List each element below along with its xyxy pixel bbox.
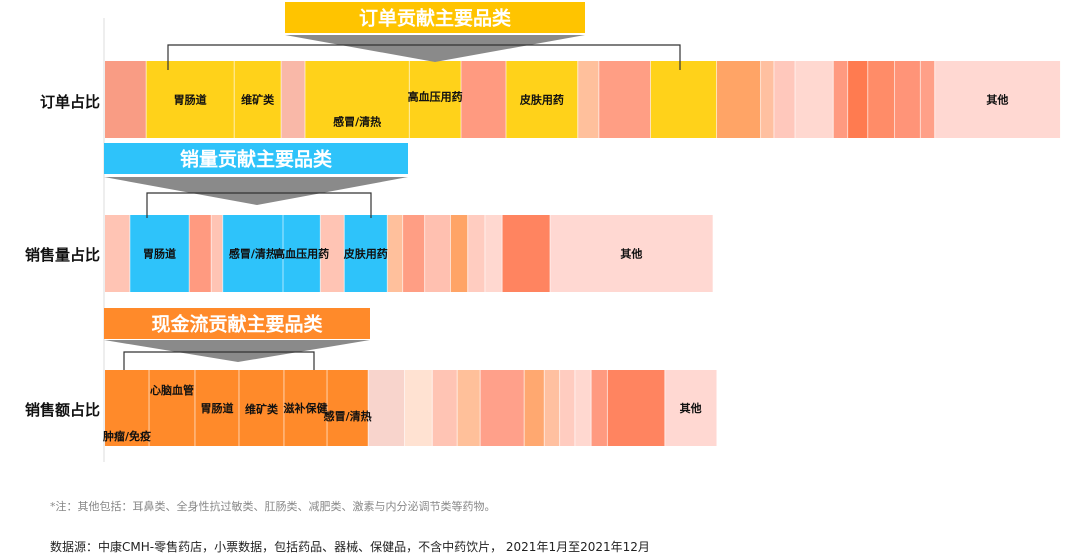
bar-segment [598, 61, 651, 138]
bar-segment [283, 215, 321, 292]
bar-segment [607, 370, 665, 446]
callout-title: 现金流贡献主要品类 [151, 313, 322, 336]
bar-segment [105, 370, 150, 446]
bar-segment [432, 370, 458, 446]
segment-label: 维矿类 [241, 93, 275, 107]
segment-label: 胃肠道 [143, 247, 176, 261]
bar-segment [559, 370, 575, 446]
bar-segment [505, 61, 578, 138]
segment-label: 感冒/清热 [333, 115, 381, 129]
bar-segment [867, 61, 895, 138]
row-label-orders: 订单占比 [39, 93, 100, 111]
bar-segment [773, 61, 795, 138]
segment-label: 胃肠道 [174, 93, 207, 107]
segment-label: 皮肤用药 [519, 93, 564, 107]
bar-segment [467, 215, 485, 292]
segment-label: 心脑血管 [150, 383, 194, 397]
bar-segment [457, 370, 481, 446]
segment-label: 胃肠道 [200, 401, 233, 415]
bar-segment [129, 215, 190, 292]
segment-label: 滋补保健 [283, 401, 328, 415]
segment-label: 高血压用药 [274, 247, 329, 261]
callout-arrow [104, 340, 370, 362]
bar-segment [105, 215, 130, 292]
bar-segment [502, 215, 551, 292]
segment-label: 感冒/清热 [324, 409, 372, 423]
bar-segment [894, 61, 921, 138]
bar-segment [524, 370, 545, 446]
callout-banner [285, 2, 585, 33]
bar-segment [320, 215, 345, 292]
segment-label: 维矿类 [245, 402, 279, 416]
row-label-volume: 销售量占比 [24, 246, 100, 264]
segment-label: 高血压用药 [408, 90, 463, 104]
bar-segment [480, 370, 525, 446]
data-source: 数据源：中康CMH-零售药店，小票数据，包括药品、器械、保健品，不含中药饮片， … [50, 540, 650, 554]
bar-segment [591, 370, 608, 446]
bar-segment [461, 61, 506, 138]
bar-segment [305, 61, 410, 138]
callout-banner [104, 143, 408, 174]
bar-segment [664, 370, 717, 446]
bar-segment [650, 61, 717, 138]
segment-label: 其他 [986, 93, 1008, 107]
bar-segment [833, 61, 848, 138]
segment-label: 肿瘤/免疫 [103, 429, 151, 443]
row-label-revenue: 销售额占比 [24, 401, 100, 419]
bar-segment [404, 370, 433, 446]
bar-segment [760, 61, 774, 138]
bar-segment [281, 61, 306, 138]
bar-segment [189, 215, 212, 292]
callout-bracket [146, 192, 372, 218]
bar-segment [484, 215, 503, 292]
callout-title: 销量贡献主要品类 [180, 148, 332, 171]
callout-bracket [123, 351, 315, 370]
bar-segment [146, 61, 235, 138]
bar-segment [222, 215, 284, 292]
bar-segment [402, 215, 425, 292]
footnote: *注：其他包括：耳鼻类、全身性抗过敏类、肛肠类、减肥类、激素与内分泌调节类等药物… [50, 500, 496, 513]
bar-segment [920, 61, 935, 138]
bar-segment [149, 370, 195, 446]
segment-label: 皮肤用药 [343, 247, 388, 261]
bar-segment [283, 370, 328, 446]
callout-bracket [167, 44, 681, 70]
bar-segment [238, 370, 284, 446]
bar-segment [544, 370, 560, 446]
callout-banner [104, 308, 370, 339]
bar-segment [387, 215, 403, 292]
bar-segment [716, 61, 761, 138]
bar-segment [577, 61, 599, 138]
bar-segment [409, 61, 462, 138]
bar-segment [847, 61, 868, 138]
segment-label: 其他 [620, 247, 642, 261]
bar-segment [424, 215, 451, 292]
bar-segment [794, 61, 834, 138]
bar-segment [327, 370, 369, 446]
bar-segment [368, 370, 405, 446]
callout-arrow [104, 177, 408, 205]
bar-segment [211, 215, 223, 292]
callout-arrow [285, 35, 585, 62]
bar-segment [450, 215, 468, 292]
bar-segment [234, 61, 282, 138]
bar-segment [550, 215, 713, 292]
segment-label: 其他 [680, 401, 702, 415]
bar-segment [934, 61, 1061, 138]
bar-segment [344, 215, 388, 292]
bar-segment [105, 61, 147, 138]
bar-segment [574, 370, 592, 446]
bar-segment [194, 370, 239, 446]
segment-label: 感冒/清热 [229, 247, 277, 261]
callout-title: 订单贡献主要品类 [359, 7, 511, 30]
